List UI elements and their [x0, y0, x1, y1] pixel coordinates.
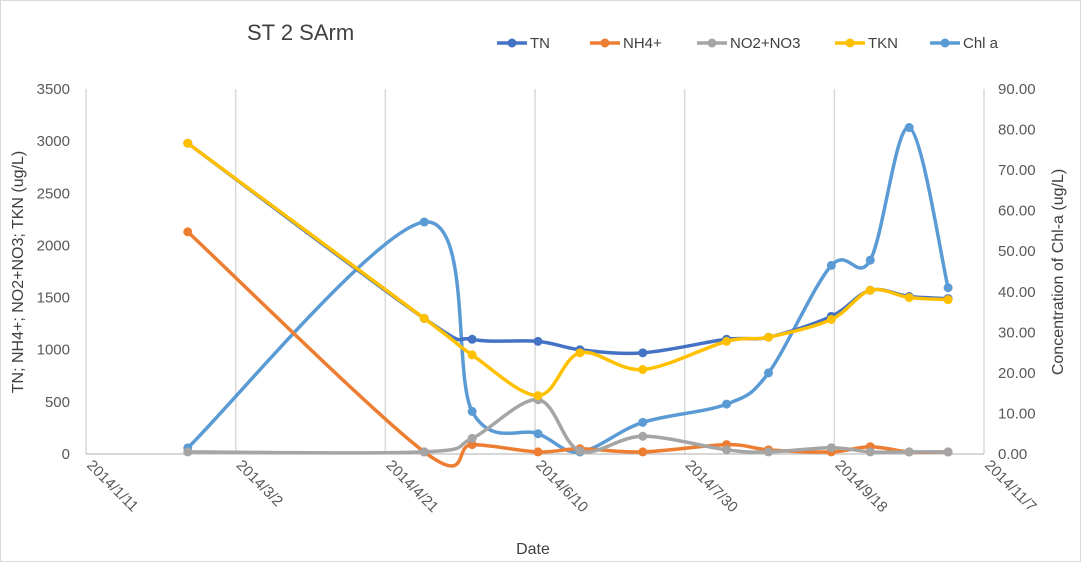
y2-tick-label: 80.00: [998, 122, 1036, 139]
legend-item-tn: TN: [497, 35, 550, 52]
legend-item-chl-a: Chl a: [930, 35, 999, 52]
series-line-chl-a: [186, 125, 950, 454]
data-point-no2-plusno3: [638, 431, 648, 441]
data-point-chl-a: [638, 417, 648, 427]
y-tick-label: 1000: [37, 342, 70, 359]
data-point-nh4-plus: [533, 447, 543, 457]
chart-title: ST 2 SArm: [247, 20, 354, 45]
y2-tick-label: 0.00: [998, 446, 1027, 463]
data-point-chl-a: [467, 406, 477, 416]
data-point-no2-plusno3: [467, 433, 477, 443]
data-point-no2-plusno3: [575, 446, 585, 456]
y2-tick-label: 40.00: [998, 284, 1036, 301]
data-point-tkn: [419, 313, 429, 323]
data-point-no2-plusno3: [722, 445, 732, 455]
data-point-tkn: [638, 365, 648, 375]
y-tick-label: 2000: [37, 237, 70, 254]
data-point-no2-plusno3: [183, 447, 193, 457]
legend-label: Chl a: [963, 35, 999, 52]
data-point-no2-plusno3: [943, 447, 953, 457]
y-axis-title: TN; NH4+; NO2+NO3; TKN (ug/L): [10, 151, 27, 393]
legend: TN NH4+ NO2+NO3 TKN Chl a: [497, 35, 999, 52]
legend-swatch-marker: [940, 38, 950, 48]
data-point-no2-plusno3: [865, 447, 875, 457]
y-tick-label: 1500: [37, 290, 70, 307]
legend-swatch-marker: [845, 38, 855, 48]
y2-tick-label: 10.00: [998, 405, 1036, 422]
data-point-tkn: [533, 391, 543, 401]
data-point-tkn: [904, 293, 914, 303]
legend-label: TN: [530, 35, 550, 52]
data-point-chl-a: [943, 283, 953, 293]
data-point-tn: [638, 348, 648, 358]
y2-tick-label: 30.00: [998, 324, 1036, 341]
grid-lines: [234, 89, 985, 454]
data-point-chl-a: [419, 217, 429, 227]
legend-label: NH4+: [623, 35, 662, 52]
x-axis-title: Date: [516, 541, 550, 558]
series-tkn: [183, 138, 953, 401]
y-tick-label: 2500: [37, 185, 70, 202]
legend-item-no2-plusno3: NO2+NO3: [697, 35, 800, 52]
series-lines: [183, 123, 953, 468]
data-point-no2-plusno3: [826, 443, 836, 453]
data-point-tn: [467, 334, 477, 344]
legend-swatch-marker: [507, 38, 517, 48]
data-point-chl-a: [533, 429, 543, 439]
y-tick-label: 0: [62, 446, 70, 463]
data-point-no2-plusno3: [419, 447, 429, 457]
data-point-tkn: [943, 295, 953, 305]
data-point-chl-a: [763, 368, 773, 378]
data-point-tkn: [722, 336, 732, 346]
data-point-tkn: [763, 332, 773, 342]
data-point-tkn: [467, 350, 477, 360]
legend-swatch-marker: [600, 38, 610, 48]
data-point-no2-plusno3: [904, 447, 914, 457]
legend-item-tkn: TKN: [835, 35, 898, 52]
legend-label: TKN: [868, 35, 898, 52]
data-point-chl-a: [722, 399, 732, 409]
y-tick-label: 500: [45, 394, 70, 411]
data-point-tkn: [575, 348, 585, 358]
y2-tick-label: 90.00: [998, 81, 1036, 98]
y-tick-label: 3500: [37, 81, 70, 98]
legend-label: NO2+NO3: [730, 35, 800, 52]
data-point-no2-plusno3: [763, 447, 773, 457]
data-point-nh4-plus: [638, 447, 648, 457]
data-point-tkn: [865, 285, 875, 295]
legend-swatch-marker: [707, 38, 717, 48]
y2-tick-label: 70.00: [998, 162, 1036, 179]
data-point-chl-a: [826, 260, 836, 270]
y2-tick-label: 20.00: [998, 365, 1036, 382]
data-point-tn: [533, 336, 543, 346]
data-point-chl-a: [904, 123, 914, 133]
y2-tick-label: 60.00: [998, 203, 1036, 220]
y2-axis-title: Concentration of Chl-a (ug/L): [1050, 169, 1067, 375]
legend-item-nh4-plus: NH4+: [590, 35, 662, 52]
data-point-tkn: [183, 138, 193, 148]
data-point-nh4-plus: [183, 227, 193, 237]
data-point-chl-a: [865, 255, 875, 265]
data-point-nh4-plus: [467, 440, 477, 450]
y2-tick-label: 50.00: [998, 243, 1036, 260]
data-point-tkn: [826, 314, 836, 324]
series-no2-plusno3: [183, 395, 953, 457]
y-tick-label: 3000: [37, 133, 70, 150]
